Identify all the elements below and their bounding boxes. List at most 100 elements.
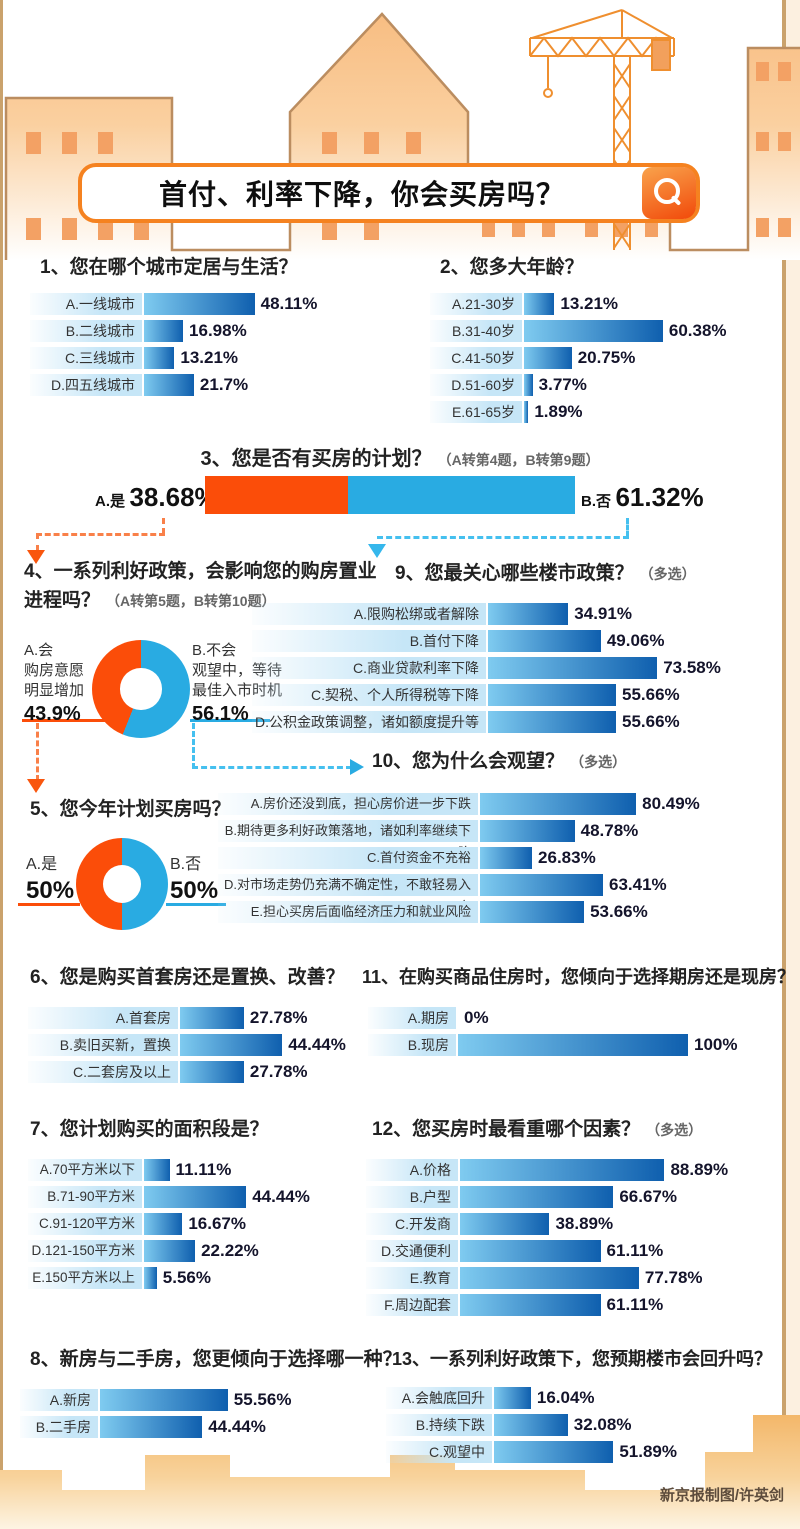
value-label: 61.11% [606,1240,664,1260]
option-label: B.二线城市 [30,319,142,342]
bar-chart-q7: A.70平方米以下 11.11% B.71-90平方米 44.44% C.91-120平… [28,1158,358,1289]
bar-chart-q13: A.会触底回升 16.04% B.持续下跌 32.08% C.观望中 51.89% [386,1387,790,1463]
chart-row: A.会触底回升 16.04% [386,1387,790,1409]
value-label: 43.9% [24,703,81,725]
question-1: 1、您在哪个城市定居与生活？ A.一线城市 48.11% B.二线城市 16.98% C… [30,254,400,401]
chart-row: D.公积金政策调整，诸如额度提升等 55.66% [252,710,782,733]
chart-row: C.契税、个人所得税等下降 55.66% [252,683,782,706]
value-bar [480,846,533,869]
chart-row: E.150平方米以上 5.56% [28,1266,358,1289]
value-label: 44.44% [288,1034,346,1054]
value-bar [488,710,617,733]
question-10-title: 10、您为什么会观望？ （多选） [372,751,627,772]
option-label: D.51-60岁 [430,373,522,396]
value-label: 48.78% [580,820,639,840]
value-label: 63.41% [609,874,667,894]
option-label: C.商业贷款利率下降 [252,656,486,679]
option-label: E.教育 [366,1266,458,1289]
value-bar [494,1387,531,1409]
chart-row: B.户型 66.67% [366,1185,786,1208]
question-7: 7、您计划购买的面积段是？ A.70平方米以下 11.11% B.71-90平方米 4… [28,1116,358,1294]
value-bar [524,319,663,342]
connector-blue [192,766,352,769]
question-8-title: 8、新房与二手房，您更倾向于选择哪一种？ [30,1349,402,1370]
connector-blue [626,518,629,537]
bar-chart-q11: A.期房 0% B.现房 100% [368,1007,793,1056]
option-label: C.三线城市 [30,346,142,369]
chart-row: A.首套房 27.78% [28,1006,368,1029]
city-skyline-bottom [0,1415,800,1529]
option-label: B.首付下降 [252,629,486,652]
chart-row: A.21-30岁 13.21% [430,292,790,315]
page-title: 首付、利率下降，你会买房吗？ [158,179,565,210]
value-label: 38.68% [129,482,218,512]
value-label: 20.75% [577,347,636,367]
connector-orange [36,533,165,536]
value-label: 44.44% [252,1186,310,1206]
option-label: C.首付资金不充裕 [218,846,478,869]
bar-chart-q2: A.21-30岁 13.21% B.31-40岁 60.38% C.41-50岁 20.7… [430,292,790,423]
value-label: 13.21% [560,293,619,313]
search-button [642,167,696,219]
value-label: 66.67% [619,1186,677,1206]
value-bar [144,1158,170,1181]
value-bar [100,1415,203,1438]
right-margin-strip [786,0,800,1529]
option-label: B.持续下跌 [386,1414,492,1436]
value-label: 61.32% [615,482,704,512]
value-bar [494,1414,568,1436]
value-label: 0% [464,1008,489,1027]
option-label: C.二套房及以上 [28,1060,178,1083]
question-8: 8、新房与二手房，您更倾向于选择哪一种？ A.新房 55.56% B.二手房 44.4… [20,1346,410,1443]
search-bar: 首付、利率下降，你会买房吗？ [78,163,700,223]
q4-segment-a: A.会 购房意愿 明显增加 43.9% [24,641,114,726]
value-bar [480,900,585,923]
leader-line-blue [166,903,226,906]
value-label: 22.22% [201,1240,259,1260]
connector-orange [162,518,165,534]
option-label: B.户型 [366,1185,458,1208]
question-11: 11、在购买商品住房时，您倾向于选择期房还是现房？ A.期房 0% B.现房 100% [362,964,795,1061]
value-bar [144,1212,183,1235]
chart-row: C.开发商 38.89% [366,1212,786,1235]
chart-row: C.41-50岁 20.75% [430,346,790,369]
value-label: 1.89% [534,401,583,421]
frame-line-right [782,0,786,1529]
value-label: 13.21% [180,347,239,367]
arrow-down-icon [368,544,386,558]
option-label: B.卖旧买新，置换 [28,1033,178,1056]
option-label: D.交通便利 [366,1239,458,1262]
value-label: 11.11% [175,1159,232,1179]
question-12: 12、您买房时最看重哪个因素？ （多选） A.价格 88.89% B.户型 66.67%… [366,1116,786,1321]
option-label: D.对市场走势仍充满不确定性，不敢轻易入市 [218,873,478,914]
value-bar [488,656,658,679]
value-label: 55.66% [622,711,680,731]
question-2: 2、您多大年龄？ A.21-30岁 13.21% B.31-40岁 60.38% C.4… [430,254,790,428]
value-label: 77.78% [644,1267,703,1287]
chart-row: A.一线城市 48.11% [30,292,400,315]
chart-row: B.首付下降 49.06% [252,629,782,652]
chart-row: B.持续下跌 32.08% [386,1414,790,1436]
value-bar [144,346,175,369]
option-label: B.二手房 [20,1415,98,1438]
credit-text: 新京报制图/许英剑 [659,1487,784,1504]
option-label: E.150平方米以上 [28,1266,142,1289]
chart-row: D.51-60岁 3.77% [430,373,790,396]
value-label: 50% [170,877,219,904]
value-bar [460,1293,601,1316]
value-label: 56.1% [192,703,249,725]
chart-row: A.房价还没到底，担心房价进一步下跌 80.49% [218,792,788,815]
value-label: 55.56% [233,1389,292,1409]
value-label: 5.56% [162,1267,211,1287]
value-label: 60.38% [668,320,727,340]
question-3-option-a: A.是 38.68% [95,482,218,512]
option-label: A.新房 [20,1388,98,1411]
value-bar [144,1185,247,1208]
value-label: 38.89% [555,1213,614,1233]
value-label: 48.11% [260,293,318,313]
arrow-down-icon [27,550,45,564]
question-3-title: 3、您是否有买房的计划？ （A转第4题，B转第9题） [200,448,600,470]
question-12-title: 12、您买房时最看重哪个因素？ （多选） [372,1119,703,1140]
value-bar [144,292,255,315]
value-label: 16.98% [189,320,247,340]
